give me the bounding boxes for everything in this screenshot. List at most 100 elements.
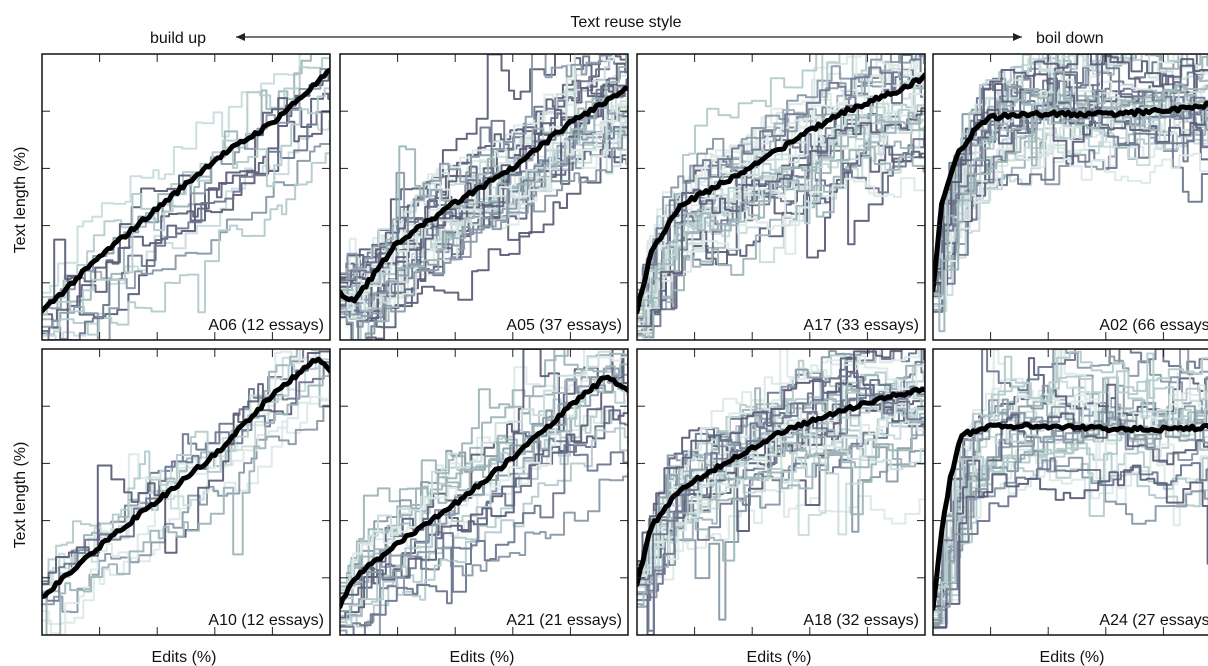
figure-title: Text reuse style — [570, 14, 681, 31]
panels-grid: A06 (12 essays) A05 (37 essays) A17 (33 es… — [41, 53, 1208, 636]
essay-trace — [637, 54, 925, 291]
panel-1: A06 (12 essays) — [41, 53, 331, 341]
mean-line — [637, 72, 925, 315]
panel-5: A10 (12 essays) — [41, 348, 331, 636]
essay-trace — [42, 349, 330, 584]
panel-2: A05 (37 essays) — [339, 53, 629, 341]
essay-trace — [637, 128, 925, 322]
essay-trace — [42, 350, 330, 585]
mean-line — [340, 85, 628, 304]
essay-trace — [340, 54, 628, 323]
boil-down-label: boil down — [1036, 30, 1104, 47]
essay-trace — [340, 100, 628, 313]
panel-ticks — [637, 54, 925, 340]
essay-trace — [637, 54, 925, 292]
panel-8: A24 (27 essays) — [932, 348, 1208, 636]
essay-trace — [933, 99, 1208, 297]
panel-label: A21 (21 essays) — [506, 612, 622, 629]
essay-trace — [637, 478, 925, 602]
essay-trace — [42, 398, 330, 614]
essay-trace — [933, 416, 1208, 624]
panel-label: A02 (66 essays) — [1099, 317, 1208, 334]
panel-label: A18 (32 essays) — [803, 612, 919, 629]
panel-frame — [339, 53, 629, 341]
essay-trace — [42, 368, 330, 635]
panel-label: A10 (12 essays) — [208, 612, 324, 629]
essay-trace — [42, 92, 330, 340]
panel-ticks — [340, 349, 628, 635]
essay-trace — [340, 349, 628, 619]
essay-trace — [340, 349, 628, 584]
essay-trace — [637, 443, 925, 593]
essay-trace — [340, 473, 628, 635]
essay-trace — [637, 387, 925, 581]
essay-trace — [637, 404, 925, 583]
panel-frame — [636, 53, 926, 341]
panel-ticks — [340, 54, 628, 340]
essay-trace — [933, 349, 1208, 607]
build-up-label: build up — [150, 30, 206, 47]
mean-line — [340, 374, 628, 610]
panel-ticks — [42, 54, 330, 340]
essay-trace — [340, 349, 628, 620]
essay-trace — [933, 355, 1208, 588]
essay-trace — [42, 97, 330, 322]
x-axis-label-2: Edits (%) — [450, 649, 515, 666]
essay-trace — [42, 354, 330, 579]
panel-3: A17 (33 essays) — [636, 53, 926, 341]
panel-ticks — [42, 349, 330, 635]
essay-trace — [340, 349, 628, 592]
essay-trace — [637, 384, 925, 587]
essay-trace — [42, 361, 330, 602]
essay-trace — [42, 92, 330, 340]
panel-frame — [41, 348, 331, 636]
essay-trace — [637, 96, 925, 311]
panel-label: A05 (37 essays) — [506, 317, 622, 334]
panel-7: A18 (32 essays) — [636, 348, 926, 636]
mean-line — [42, 67, 330, 314]
panel-frame — [41, 53, 331, 341]
panel-label: A06 (12 essays) — [208, 317, 324, 334]
essay-trace — [933, 464, 1208, 629]
panel-4: A02 (66 essays) — [932, 53, 1208, 341]
x-axis-label-4: Edits (%) — [1040, 649, 1105, 666]
essay-trace — [42, 54, 330, 294]
essay-trace — [637, 111, 925, 318]
essay-trace — [637, 93, 925, 317]
essay-trace — [637, 435, 925, 586]
essay-trace — [340, 83, 628, 298]
x-axis-label-1: Edits (%) — [152, 649, 217, 666]
style-axis-arrow — [236, 33, 1022, 41]
essay-trace — [933, 349, 1208, 589]
essay-trace — [42, 54, 330, 330]
essay-trace — [340, 444, 628, 635]
x-axis-label-3: Edits (%) — [747, 649, 812, 666]
panel-ticks — [933, 349, 1164, 635]
essay-trace — [637, 372, 925, 632]
essay-trace — [340, 68, 628, 276]
mean-line — [933, 100, 1208, 293]
essay-trace — [340, 427, 628, 621]
essay-trace — [933, 106, 1208, 300]
panel-frame — [339, 348, 629, 636]
essay-trace — [637, 82, 925, 340]
panel-ticks — [637, 349, 925, 635]
essay-trace — [933, 349, 1208, 597]
essay-trace — [933, 349, 1208, 587]
panel-frame — [932, 53, 1208, 341]
essay-trace — [637, 95, 925, 333]
panel-label: A24 (27 essays) — [1099, 612, 1208, 629]
panel-ticks — [933, 54, 1164, 340]
essay-trace — [933, 352, 1208, 614]
mean-line — [42, 356, 330, 600]
essay-trace — [42, 139, 330, 340]
essay-trace — [340, 103, 628, 304]
panel-6: A21 (21 essays) — [339, 348, 629, 636]
essay-trace — [637, 54, 925, 295]
mean-line — [637, 386, 925, 587]
essay-trace — [340, 363, 628, 601]
panel-label: A17 (33 essays) — [803, 317, 919, 334]
panel-frame — [932, 348, 1208, 636]
essay-trace — [42, 54, 330, 299]
